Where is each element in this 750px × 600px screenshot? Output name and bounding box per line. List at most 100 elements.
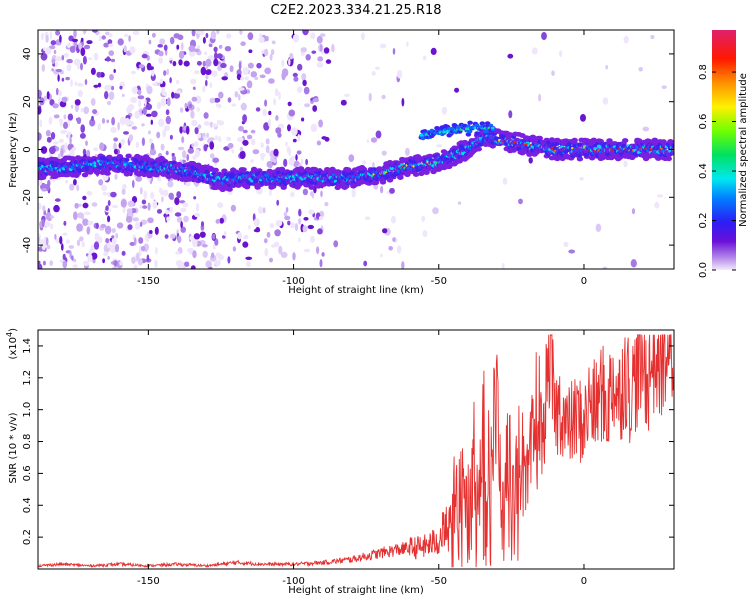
spectrogram-speckle [638,67,643,72]
spectrogram-ridge-point [622,138,629,143]
spectrogram-speckle [86,226,91,235]
spectrogram-speckle [316,62,324,68]
spectrogram-speckle [661,85,667,89]
spectrogram-speckle [211,123,218,128]
spectrogram-speckle [140,245,146,252]
spectrogram-speckle [96,71,102,78]
spectrogram-speckle [106,56,111,62]
spectrogram-speckle [193,233,201,240]
spectrogram-speckle [67,130,71,140]
y-tick-label: 0.8 [22,434,33,450]
spectrogram-speckle [76,223,83,232]
spectrogram-ridge-point [419,133,424,137]
spectrogram-speckle [215,252,221,258]
spectrogram-speckle [124,117,130,127]
spectrogram-speckle [80,124,85,133]
spectrogram-speckle [67,113,74,121]
spectrogram-speckle [179,126,183,134]
spectrogram-speckle [250,138,256,146]
spectrogram-speckle [250,129,256,134]
spectrogram-speckle [60,129,67,134]
colorbar-gradient [712,30,736,270]
spectrogram-speckle [263,48,269,57]
snr-y-label: SNR (10 * v/v) [8,412,19,483]
spectrogram-speckle [401,97,405,107]
spectrogram-speckle [158,118,165,127]
spectrogram-panel: -150 -100 -50 0 -40 -20 0 20 40 Height of strai… [8,29,675,296]
spectrogram-speckle [38,89,42,98]
spectrogram-speckle [310,32,316,40]
spectrogram-speckle [396,69,403,79]
spectrogram-ridge-point [467,129,473,134]
spectrogram-speckle [106,100,112,106]
spectrogram-speckle [101,35,106,40]
spectrogram-speckle [580,114,586,122]
spectrogram-ridge-point [308,185,315,190]
spectrogram-ridge-point [141,172,148,178]
spectrogram-speckle [252,149,260,155]
spectrogram-speckle [135,141,140,148]
spectrogram-speckle [129,121,135,126]
spectrogram-speckle [40,146,48,154]
spectrogram-speckle [156,209,163,214]
spectrogram-speckle [46,136,52,143]
spectrogram-speckle [182,150,187,159]
spectrogram-speckle [264,238,268,244]
spectrogram-speckle [71,255,74,261]
spectrogram-speckle [139,187,143,195]
spectrogram-speckle [194,149,200,158]
spectrogram-ridge-point [475,146,482,152]
spectrogram-speckle [144,233,148,242]
spectrogram-speckle [275,220,283,227]
spectrogram-speckle [151,69,155,77]
spectrogram-ridge-point [202,164,209,170]
spectrogram-speckle [127,104,135,110]
spectrogram-speckle [74,103,79,113]
spectrogram-speckle [173,92,181,99]
spectrogram-speckle [142,106,147,116]
spectrogram-speckle [120,199,127,208]
spectrogram-speckle [214,135,219,141]
spectrogram-speckle [227,97,232,103]
spectrogram-speckle [190,110,195,119]
spectrogram-speckle [169,206,173,214]
spectrogram-speckle [87,253,93,263]
y-tick-label: 40 [22,48,33,61]
spectrogram-ridge-point [204,170,210,175]
spectrogram-speckle [69,45,76,53]
spectrogram-speckle [217,103,222,109]
colorbar-tick-label: 0.8 [698,64,709,80]
spectrogram-speckle [605,65,608,70]
spectrogram-speckle [138,100,142,108]
spectrogram-ridge-point [334,185,341,191]
spectrogram-speckle [55,56,62,62]
spectrogram-speckle [109,74,114,81]
spectrogram-speckle [319,44,323,52]
spectrogram-speckle [174,197,180,206]
spectrogram-speckle [62,260,68,269]
spectrogram-speckle [325,59,332,64]
spectrogram-speckle [239,30,243,35]
spectrogram-speckle [234,91,239,98]
spectrogram-ridge-point [372,180,380,186]
spectrogram-ridge-point [174,174,181,180]
spectrogram-speckle [312,98,320,103]
spectrogram-speckle [112,204,119,209]
spectrogram-speckle [187,181,191,186]
spectrogram-ridge-point [491,126,495,130]
spectrogram-speckle [101,184,107,192]
spectrogram-speckle [246,134,253,140]
spectrogram-speckle [84,79,88,85]
spectrogram-speckle [115,232,119,239]
spectrogram-speckle [94,232,100,242]
spectrogram-speckle [49,146,56,155]
spectrogram-speckle [174,212,182,217]
spectrogram-speckle [300,158,304,165]
spectrogram-speckle [41,64,46,72]
spectrogram-speckle [73,30,77,38]
spectrogram-speckle [178,50,185,60]
spectrogram-speckle [102,258,105,264]
spectrogram-speckle [98,35,102,42]
snr-x-label: Height of straight line (km) [288,585,424,596]
spectrogram-speckle [220,62,227,69]
